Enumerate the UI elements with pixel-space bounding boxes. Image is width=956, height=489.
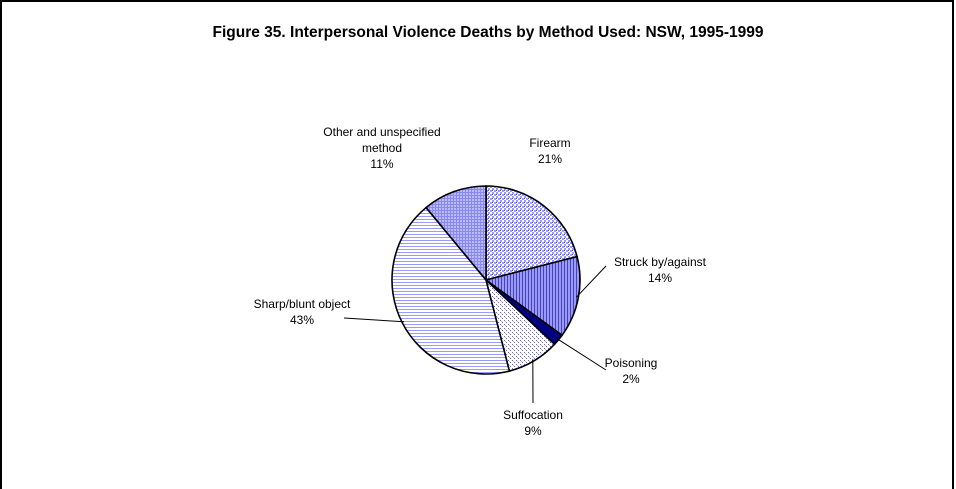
data-label: Other and unspecified method 11% bbox=[323, 125, 440, 171]
data-label: Poisoning 2% bbox=[605, 356, 658, 386]
data-label: Sharp/blunt object 43% bbox=[254, 297, 351, 327]
leader-line bbox=[343, 317, 405, 323]
leader-lines bbox=[343, 265, 607, 404]
data-label: Firearm 21% bbox=[529, 136, 570, 166]
leader-line bbox=[576, 265, 607, 298]
slice-other-and-unspecified-method bbox=[424, 185, 487, 283]
data-label: Struck by/against 14% bbox=[614, 255, 707, 285]
data-label: Suffocation 9% bbox=[503, 408, 563, 438]
slice-labels: Firearm 21% Struck by/against 14% Poisoning 2… bbox=[254, 125, 707, 438]
slice-struck-by-against bbox=[484, 255, 581, 337]
slice-firearm bbox=[485, 185, 579, 282]
slice-sharp-blunt-object bbox=[391, 206, 511, 375]
pie-slices bbox=[391, 185, 581, 375]
chart-title: Figure 35. Interpersonal Violence Deaths… bbox=[212, 24, 764, 41]
leader-line bbox=[556, 338, 607, 371]
